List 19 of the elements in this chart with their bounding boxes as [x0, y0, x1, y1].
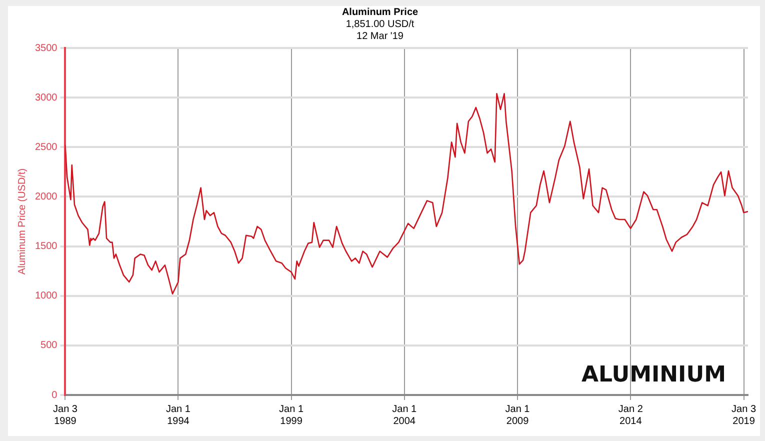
x-tick-label: Jan 1 2004 [392, 404, 418, 427]
y-tick-label: 0 [52, 390, 58, 401]
x-tick-label: Jan 3 1989 [53, 404, 78, 427]
y-tick-label: 3000 [34, 92, 58, 104]
chart-subtitle: 1,851.00 USD/t 12 Mar '19 [346, 18, 414, 42]
y-tick-label: 2500 [34, 142, 58, 153]
y-tick-label: 3500 [34, 42, 58, 54]
y-tick-label: 1000 [34, 290, 58, 302]
y-tick-label: 1500 [34, 241, 58, 252]
x-tick-label: Jan 1 1994 [166, 404, 191, 427]
x-tick-label: Jan 2 2014 [618, 404, 644, 427]
x-tick-label: Jan 1 1999 [279, 404, 304, 427]
y-tick-label: 500 [40, 340, 58, 352]
x-tick-label: Jan 3 2019 [732, 404, 756, 427]
y-tick-label: 2000 [34, 191, 58, 202]
annotation: ALUMINIUM [581, 362, 726, 388]
chart-title: Aluminum Price [342, 6, 418, 18]
y-axis-title: Aluminum Price (USD/t) [16, 168, 28, 275]
x-tick-label: Jan 1 2009 [505, 404, 530, 427]
